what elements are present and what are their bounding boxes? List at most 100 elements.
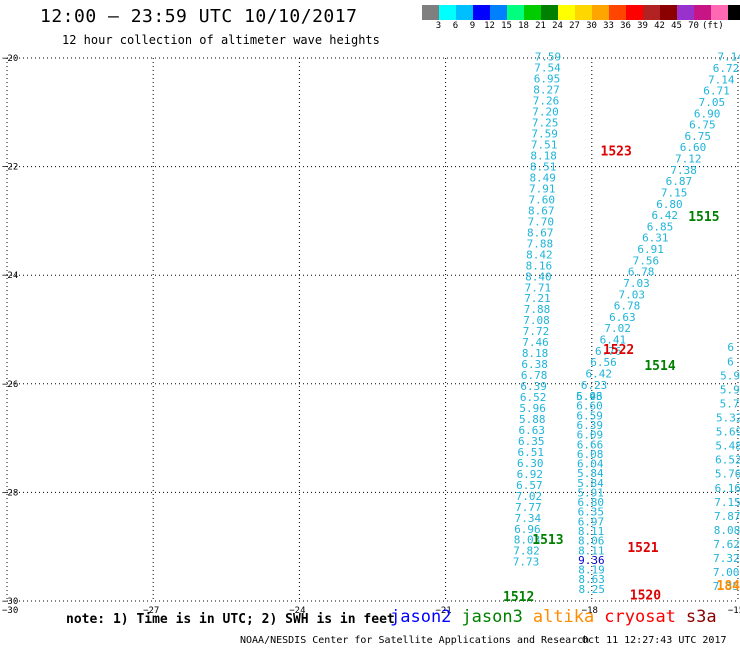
cycle-labels: 1523 1515 1522 1514 1513 1521 1512 1520 184 <box>503 145 740 605</box>
units-note: note: 1) Time is in UTC; 2) SWH is in fe… <box>66 612 395 627</box>
wave-height-value: 8.11 <box>578 525 605 538</box>
wave-height-value: 6.46 <box>576 390 603 403</box>
wave-height-value: 6.80 <box>577 496 604 509</box>
color-swatch <box>473 5 490 20</box>
wave-height-value: 5.48 <box>715 440 740 453</box>
y-tick-label: −20 <box>2 54 18 64</box>
wave-height-value: 6.78 <box>614 300 641 313</box>
color-scale-labels: 3 6 9 12 15 18 21 24 27 30 33 36 39 42 45 70 (ft) <box>422 21 740 33</box>
wave-height-value: 8.16 <box>526 259 553 272</box>
color-swatch <box>575 5 592 20</box>
wave-height-value: 6.75 <box>684 130 711 143</box>
wave-height-value: 8.19 <box>578 564 605 577</box>
wave-height-value: 7.34 <box>515 512 542 525</box>
wave-height-value: 6.09 <box>577 429 604 442</box>
color-swatch <box>524 5 541 20</box>
wave-height-value: 7.32 <box>713 552 740 565</box>
wave-height-value: 7.71 <box>525 281 552 294</box>
wave-height-value: 7.26 <box>533 95 560 108</box>
color-scale-label: 30 <box>586 21 597 31</box>
wave-height-value: 5.76 <box>715 468 740 481</box>
legend-entry-jason3: jason3 <box>461 607 523 627</box>
wave-height-value: 6.60 <box>680 141 707 154</box>
wave-height-value: 7.59 <box>531 128 558 141</box>
wave-height-value: 8.40 <box>525 270 552 283</box>
wave-height-value: 6.38 <box>521 358 548 371</box>
wave-height-value: 5.9 <box>720 383 740 396</box>
color-swatch <box>728 5 740 20</box>
wave-height-value: 5.9 <box>720 369 740 382</box>
wave-height-value: 6.90 <box>694 107 721 120</box>
color-scale-label: 27 <box>569 21 580 31</box>
wave-height-value: 5.84 <box>577 477 604 490</box>
color-swatch <box>677 5 694 20</box>
cycle-number-label: 1513 <box>532 533 563 548</box>
color-swatch <box>609 5 626 20</box>
cycle-number-label: 1520 <box>630 588 661 603</box>
color-scale-label: (ft) <box>702 21 724 31</box>
wave-height-value: 5.7 <box>720 397 740 410</box>
color-scale-label: 45 <box>671 21 682 31</box>
wave-height-value: 5.88 <box>519 413 546 426</box>
wave-height-value: 6.35 <box>518 435 545 448</box>
legend-entry-altika: altika <box>532 607 595 627</box>
wave-height-value: 6.52 <box>715 454 740 467</box>
wave-height-value: 7.56 <box>633 254 660 267</box>
wave-height-value: 6.04 <box>577 458 604 471</box>
wave-height-value: 7.88 <box>524 303 551 316</box>
track-jason2: 5.936.606.596.396.096.666.086.045.845.84… <box>576 390 605 596</box>
wave-height-value: 6.78 <box>521 369 548 382</box>
cycle-number-label: 1523 <box>601 145 632 160</box>
color-scale-label: 36 <box>620 21 631 31</box>
wave-height-value: 7.15 <box>714 496 740 509</box>
y-tick-label: −30 <box>2 597 18 607</box>
color-swatch <box>558 5 575 20</box>
wave-height-value: 6.96 <box>514 523 541 536</box>
credit-text: NOAA/NESDIS Center for Satellite Applica… <box>240 635 590 646</box>
wave-height-value: 6.95 <box>534 73 561 86</box>
wave-height-value: 8.06 <box>578 535 605 548</box>
color-scale-label: 3 <box>435 21 442 31</box>
wave-height-value: 7.38 <box>670 164 697 177</box>
wave-height-value: 6 <box>727 355 734 368</box>
wave-height-value: 7.00 <box>713 566 740 579</box>
color-swatch <box>456 5 473 20</box>
wave-height-value: 5.32 <box>716 411 740 424</box>
axes <box>6 57 738 602</box>
wave-height-value: 6.23 <box>581 379 608 392</box>
generated-timestamp: Oct 11 12:27:43 UTC 2017 <box>582 635 727 646</box>
wave-height-value: 6.08 <box>577 448 604 461</box>
color-swatch <box>592 5 609 20</box>
wave-height-value: 8.18 <box>522 347 549 360</box>
wave-height-value: 6 <box>727 341 734 354</box>
cycle-number-label: 1521 <box>627 541 658 556</box>
wave-height-value: 9.36 <box>578 554 605 567</box>
wave-height-value: 6.42 <box>586 367 613 380</box>
wave-height-value: 7.77 <box>515 501 542 514</box>
wave-height-value: 6.51 <box>518 446 545 459</box>
wave-height-value: 7.02 <box>604 322 631 335</box>
satellite-tracks: 7.597.546.958.277.267.207.257.597.518.18… <box>513 51 740 596</box>
color-scale-label: 42 <box>654 21 665 31</box>
color-scale-label: 9 <box>469 21 476 31</box>
wave-height-value: 7.87 <box>714 510 740 523</box>
wave-height-value: 8.18 <box>530 150 557 163</box>
grid-lines <box>7 58 739 601</box>
wave-height-value: 6.75 <box>689 119 716 132</box>
wave-height-value: 6.92 <box>517 468 544 481</box>
wave-height-value: 7.03 <box>623 277 650 290</box>
wave-height-value: 7.14 <box>708 73 735 86</box>
x-tick-label: −15 <box>728 606 740 616</box>
wave-height-value: 8.49 <box>529 171 556 184</box>
color-scale-label: 70 <box>688 21 699 31</box>
wave-height-value: 6.52 <box>520 391 547 404</box>
satellite-legend: jason2 jason3 altika cryosat s3a <box>390 607 727 627</box>
color-scale-label: 15 <box>501 21 512 31</box>
color-swatch <box>626 5 643 20</box>
wave-height-value: 5.84 <box>577 467 604 480</box>
wave-height-value: 7.05 <box>699 96 726 109</box>
wave-height-value: 6.76 <box>595 345 622 358</box>
wave-height-value: 7.20 <box>532 106 559 119</box>
wave-height-value: 5.96 <box>519 402 546 415</box>
